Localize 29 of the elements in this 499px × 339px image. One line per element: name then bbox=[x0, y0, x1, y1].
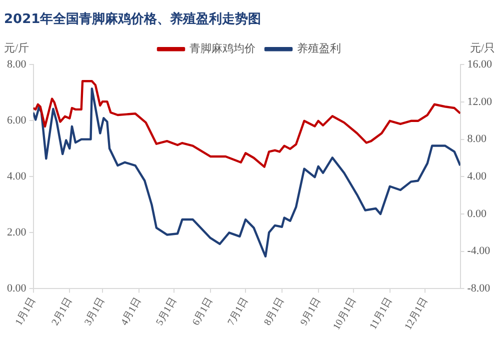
x-tick-label: 5月1日 bbox=[154, 296, 179, 328]
x-tick-label: 3月1日 bbox=[82, 296, 108, 328]
y-tick-label: 8.00 bbox=[7, 58, 27, 70]
x-tick-label: 6月1日 bbox=[190, 296, 216, 328]
y2-tick-label: 0.00 bbox=[467, 208, 487, 220]
y2-tick-label: -8.00 bbox=[467, 282, 491, 295]
x-tick-label: 10月1日 bbox=[331, 296, 358, 332]
y-tick-label: 4.00 bbox=[7, 170, 27, 183]
y-tick-label: 6.00 bbox=[7, 114, 27, 127]
y2-tick-label: 8.00 bbox=[467, 133, 487, 146]
x-tick-label: 1月1日 bbox=[14, 296, 38, 328]
x-tick-label: 7月1日 bbox=[226, 296, 250, 328]
x-tick-label: 4月1日 bbox=[119, 296, 144, 328]
y2-tick-label: 4.00 bbox=[467, 170, 487, 183]
legend-label: 养殖盈利 bbox=[297, 42, 341, 55]
y2-tick-label: 16.00 bbox=[467, 58, 492, 70]
y-axis-title: 元/斤 bbox=[4, 41, 30, 54]
y2-tick-label: -4.00 bbox=[467, 245, 491, 258]
y2-tick-label: 12.00 bbox=[467, 96, 492, 108]
x-tick-label: 8月1日 bbox=[262, 296, 287, 328]
y-tick-label: 0.00 bbox=[7, 282, 27, 295]
y-tick-label: 2.00 bbox=[7, 226, 27, 239]
x-tick-label: 2月1日 bbox=[50, 296, 74, 328]
x-tick-label: 9月1日 bbox=[298, 296, 324, 328]
x-tick-label: 11月1日 bbox=[368, 296, 395, 332]
x-tick-label: 12月1日 bbox=[402, 296, 430, 332]
chart-title: 2021年全国青脚麻鸡价格、养殖盈利走势图 bbox=[4, 11, 262, 28]
legend-label: 青脚麻鸡均价 bbox=[190, 42, 256, 55]
y2-axis-title: 元/只 bbox=[470, 42, 495, 54]
